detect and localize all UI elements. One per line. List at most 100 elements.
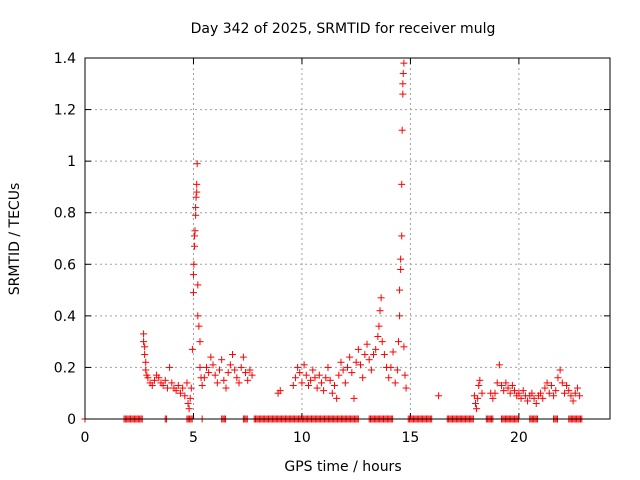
data-point [296,369,304,377]
data-point [231,366,239,374]
data-point [244,376,252,384]
data-point [370,351,378,359]
data-point [398,232,406,240]
data-point [396,312,404,320]
data-point [567,392,575,400]
axis-ticks: 0 0.2 0.4 0.6 0.8 1 1.2 1.4 0 5 10 15 20 [54,51,610,446]
data-point [374,332,382,340]
data-point [324,363,332,371]
data-point [543,379,551,387]
data-point [181,392,189,400]
data-point [196,338,204,346]
y-tick-label: 1 [67,154,76,170]
data-point [229,351,237,359]
data-point [198,381,206,389]
data-point [183,379,191,387]
data-point [399,80,407,88]
data-point [556,366,564,374]
data-point [515,389,523,397]
data-point [335,371,343,379]
data-point [565,387,573,395]
data-point [140,338,148,346]
data-point [194,312,202,320]
data-point [161,376,169,384]
data-point [378,338,386,346]
data-point [163,384,171,392]
data-point [398,180,406,188]
data-point [552,387,560,395]
data-point [398,126,406,134]
data-point [376,307,384,315]
data-point [558,379,566,387]
data-point [187,384,195,392]
data-point [191,227,199,235]
data-point [328,389,336,397]
data-point [476,376,484,384]
y-tick-label: 1.2 [54,103,76,119]
data-point [530,394,538,402]
data-point [322,374,330,382]
data-point [346,353,354,361]
data-point [563,381,571,389]
data-point [150,376,158,384]
data-point [341,379,349,387]
data-point [339,366,347,374]
data-point [195,322,203,330]
data-point [471,400,479,408]
data-point [248,371,256,379]
data-point [192,211,200,219]
data-point [174,381,182,389]
data-point [311,374,319,382]
data-point [435,392,443,400]
data-point [202,363,210,371]
data-point [168,379,176,387]
data-point [361,351,369,359]
data-point [519,387,527,395]
data-point [193,188,201,196]
data-point [401,371,409,379]
data-point [188,345,196,353]
data-point [224,369,232,377]
data-point [148,381,156,389]
data-point [213,379,221,387]
data-point [326,376,334,384]
data-point [387,363,395,371]
data-point [179,384,187,392]
x-tick-label: 5 [189,430,198,446]
data-point [222,384,230,392]
data-point [344,363,351,371]
data-point [489,394,497,402]
data-point [185,405,193,413]
data-point [550,392,558,400]
data-point [506,389,514,397]
data-point [359,374,367,382]
data-point [539,394,547,402]
data-point [300,361,308,369]
data-point [495,361,503,369]
x-tick-label: 0 [81,430,90,446]
data-point [207,353,215,361]
data-point [348,369,356,377]
x-axis-label: GPS time / hours [284,459,401,475]
data-point [532,400,540,408]
data-point [357,361,365,369]
data-point [189,271,197,279]
data-point [377,294,385,302]
data-point [330,381,338,389]
data-point [191,242,199,250]
data-point [193,160,201,168]
data-point [528,389,536,397]
data-point [502,379,510,387]
data-point [194,281,202,289]
data-point [294,363,302,371]
plot-frame [84,57,611,420]
data-point [184,400,192,408]
data-point [298,379,306,387]
data-point [315,371,323,379]
data-point [547,381,555,389]
data-point [307,376,315,384]
data-point [396,286,404,294]
data-point [218,356,226,364]
data-point [196,363,204,371]
data-point [190,260,198,268]
